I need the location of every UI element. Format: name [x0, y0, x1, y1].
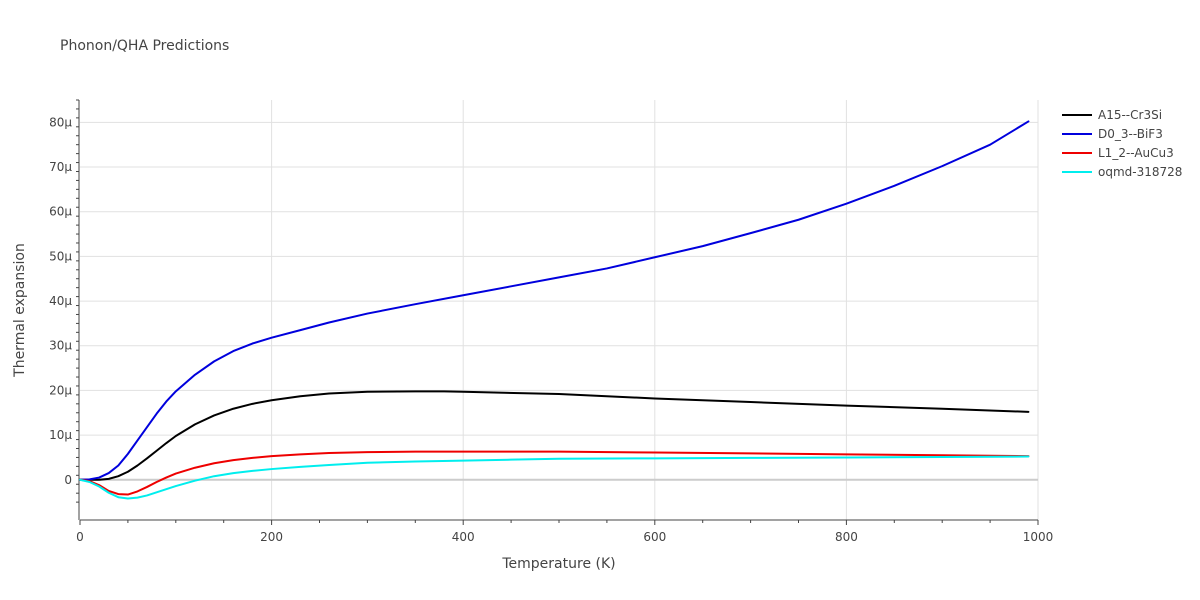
chart-title: Phonon/QHA Predictions	[60, 38, 229, 54]
legend-item[interactable]: L1_2--AuCu3	[1062, 146, 1174, 160]
legend-item[interactable]: D0_3--BiF3	[1062, 127, 1163, 141]
legend-item[interactable]: A15--Cr3Si	[1062, 108, 1162, 122]
y-axis: 0 10μ 20μ 30μ 40μ 50μ 60μ 70μ 80μ	[49, 99, 80, 520]
y-tick-label: 40μ	[49, 294, 72, 308]
y-tick-label: 50μ	[49, 249, 72, 263]
x-axis-title: Temperature (K)	[501, 556, 615, 572]
series-line-d0-3-bif3	[79, 120, 1030, 481]
series-line-l1-2-aucu3	[79, 450, 1030, 496]
y-tick-label: 30μ	[49, 339, 72, 353]
grid-layer	[80, 100, 1039, 520]
y-tick-label: 80μ	[49, 115, 72, 129]
y-tick-label: 70μ	[49, 160, 72, 174]
x-axis: 0 200 400 600 800 1000	[76, 519, 1054, 544]
x-tick-label: 800	[835, 530, 858, 544]
x-tick-label: 600	[643, 530, 666, 544]
legend-label: D0_3--BiF3	[1098, 127, 1163, 141]
legend-label: oqmd-318728	[1098, 165, 1182, 179]
y-axis-title: Thermal expansion	[12, 243, 28, 378]
legend-item[interactable]: oqmd-318728	[1062, 165, 1182, 179]
y-tick-label: 20μ	[49, 383, 72, 397]
x-tick-label: 0	[76, 530, 84, 544]
series-line-oqmd-318728	[79, 455, 1030, 500]
x-tick-label: 400	[452, 530, 475, 544]
legend-label: L1_2--AuCu3	[1098, 146, 1174, 160]
series-layer	[79, 120, 1030, 500]
y-tick-label: 60μ	[49, 205, 72, 219]
x-tick-label: 200	[260, 530, 283, 544]
legend: A15--Cr3Si D0_3--BiF3 L1_2--AuCu3 oqmd-3187…	[1062, 108, 1182, 179]
y-tick-label: 10μ	[49, 428, 72, 442]
series-line-a15-cr3si	[79, 390, 1030, 481]
x-tick-label: 1000	[1023, 530, 1054, 544]
legend-label: A15--Cr3Si	[1098, 108, 1162, 122]
y-tick-label: 0	[64, 473, 72, 487]
